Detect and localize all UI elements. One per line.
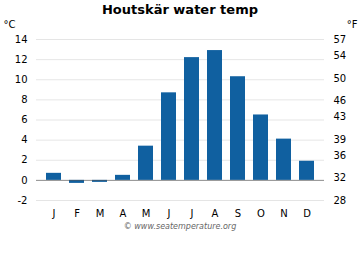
svg-text:°F: °F	[347, 19, 358, 30]
svg-text:10: 10	[15, 74, 28, 85]
svg-text:36: 36	[334, 150, 347, 161]
svg-text:14: 14	[15, 34, 28, 45]
svg-text:O: O	[257, 208, 265, 219]
svg-text:54: 54	[334, 50, 347, 61]
svg-text:F: F	[74, 208, 80, 219]
svg-text:-2: -2	[18, 195, 28, 206]
svg-text:43: 43	[334, 111, 347, 122]
svg-text:M: M	[142, 208, 151, 219]
svg-text:6: 6	[21, 114, 27, 125]
svg-text:8: 8	[21, 94, 27, 105]
svg-text:57: 57	[334, 34, 347, 45]
svg-text:J: J	[52, 208, 56, 219]
html-text:© www.seatemperature.org: © www.seatemperature.org	[123, 222, 237, 231]
svg-text:A: A	[212, 208, 219, 219]
svg-text:12: 12	[15, 54, 28, 65]
html-text:Houtskär water temp: Houtskär water temp	[102, 2, 258, 17]
svg-text:A: A	[120, 208, 127, 219]
svg-text:39: 39	[334, 134, 347, 145]
svg-text:50: 50	[334, 73, 347, 84]
svg-text:M: M	[96, 208, 105, 219]
svg-text:46: 46	[334, 95, 347, 106]
svg-text:32: 32	[334, 172, 347, 183]
svg-text:D: D	[303, 208, 311, 219]
svg-text:J: J	[167, 208, 171, 219]
svg-text:J: J	[190, 208, 194, 219]
svg-text:S: S	[235, 208, 241, 219]
svg-text:2: 2	[21, 154, 27, 165]
svg-text:N: N	[280, 208, 287, 219]
svg-text:4: 4	[21, 134, 27, 145]
svg-text:28: 28	[334, 195, 347, 206]
svg-text:°C: °C	[4, 19, 16, 30]
svg-text:0: 0	[21, 175, 27, 186]
